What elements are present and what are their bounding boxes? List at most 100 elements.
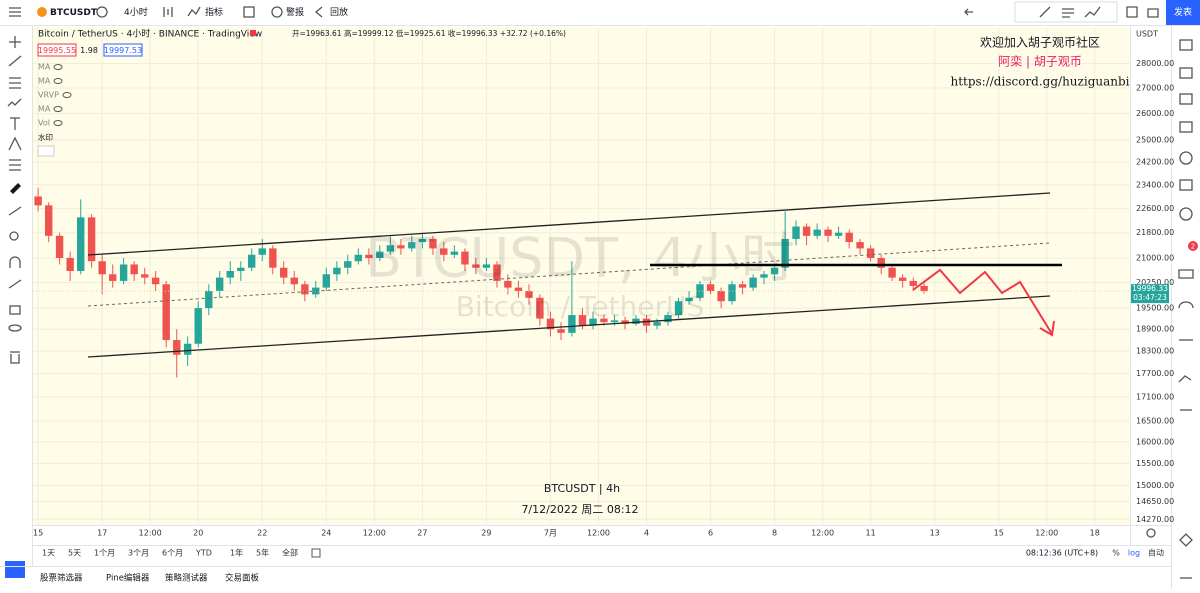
bid[interactable]: 19995.55 xyxy=(38,46,76,55)
watermark-name: Bitcoin / TetherUS xyxy=(456,290,705,323)
drawing-tools[interactable] xyxy=(7,36,22,364)
undo[interactable] xyxy=(964,8,973,16)
y-tick-label: 17100.00 xyxy=(1136,392,1174,401)
x-tick-label: 7月 xyxy=(544,529,557,538)
interval[interactable]: 4小时 xyxy=(124,6,148,18)
ask[interactable]: 19997.53 xyxy=(104,46,142,55)
y-tick-label: 14650.00 xyxy=(1136,497,1174,506)
caption: BTCUSDT | 4h xyxy=(544,482,620,495)
range-button[interactable]: 1年 xyxy=(230,548,243,558)
y-tick-label: 14270.00 xyxy=(1136,515,1174,524)
footer-tab[interactable]: 股票筛选器 xyxy=(40,573,83,584)
indicator-icon[interactable] xyxy=(187,6,201,17)
candle-body xyxy=(760,274,768,278)
range-button[interactable]: 全部 xyxy=(282,548,298,558)
candle-body xyxy=(770,267,779,275)
footer-tab[interactable]: Pine编辑器 xyxy=(106,573,150,584)
study-name: MA xyxy=(38,63,51,72)
candle-body xyxy=(802,226,811,236)
candle-body xyxy=(738,284,747,288)
brush-tool[interactable] xyxy=(10,183,21,194)
y-tick-label: 26000.00 xyxy=(1136,109,1174,118)
footer-logo[interactable] xyxy=(5,561,25,578)
x-tick-label: 20 xyxy=(193,529,203,538)
candles xyxy=(33,187,1130,378)
countdown: 03:47:23 xyxy=(1133,293,1167,302)
visibility-icon[interactable] xyxy=(53,106,63,112)
candle-body xyxy=(546,318,555,330)
settings-icon[interactable] xyxy=(1146,528,1156,538)
range-button[interactable]: 3个月 xyxy=(128,549,149,558)
bid-box[interactable] xyxy=(37,43,77,57)
candle-body xyxy=(834,232,843,236)
candle-body xyxy=(237,267,245,272)
range-button[interactable]: YTD xyxy=(195,549,212,558)
publish-button[interactable]: 发表 xyxy=(1174,6,1192,18)
y-tick-label: 18900.00 xyxy=(1136,325,1174,334)
symbol[interactable]: BTCUSDT xyxy=(50,8,98,18)
visibility-icon[interactable] xyxy=(53,64,63,70)
forecast-path xyxy=(912,268,1053,335)
candle-body xyxy=(77,217,85,272)
range-button[interactable]: 5天 xyxy=(68,549,81,558)
drawing-toolbar xyxy=(1014,1,1118,23)
scale-button[interactable]: 自动 xyxy=(1148,548,1164,558)
candle-body xyxy=(98,261,106,275)
y-tick-label: 28000.00 xyxy=(1136,59,1174,68)
candle-body xyxy=(578,315,587,326)
collapse-button[interactable] xyxy=(37,145,55,157)
chart-style[interactable] xyxy=(163,7,173,17)
y-tick-label: 21800.00 xyxy=(1136,228,1174,237)
badge-bg xyxy=(1188,241,1198,251)
candle-body xyxy=(386,245,395,252)
watermark-study: 水印 xyxy=(38,132,53,142)
range-button[interactable]: 1个月 xyxy=(94,549,115,558)
axes: 28000.00 27000.00 26000.00 25000.00 24200.00… xyxy=(33,59,1174,538)
publish-bg[interactable] xyxy=(1166,0,1200,25)
note: 阿栾 | 胡子观币 xyxy=(998,54,1082,69)
candle-body xyxy=(632,318,640,324)
scale-button[interactable]: % xyxy=(1112,549,1120,558)
candle-body xyxy=(141,274,149,278)
layout-icon[interactable] xyxy=(243,6,255,18)
range-button[interactable]: 1天 xyxy=(42,549,55,558)
x-tick-label: 12:00 xyxy=(363,529,386,538)
candle-body xyxy=(600,318,608,323)
candle-body xyxy=(493,264,501,281)
candle-body xyxy=(344,261,352,268)
replay-button[interactable]: 回放 xyxy=(330,6,348,18)
y-tick-label: 19500.00 xyxy=(1136,304,1174,313)
channel-top xyxy=(87,192,1051,256)
ask-box[interactable] xyxy=(103,43,143,57)
note: https://discord.gg/huziguanbi xyxy=(950,75,1129,89)
scale-button[interactable]: log xyxy=(1128,549,1140,558)
indicators-button[interactable]: 指标 xyxy=(205,6,223,18)
visibility-icon[interactable] xyxy=(53,120,63,126)
legend-ohlc: 开=19963.61 高=19999.12 低=19925.61 收=19996… xyxy=(292,28,566,38)
replay-icon[interactable] xyxy=(314,6,323,18)
visibility-icon[interactable] xyxy=(53,78,63,84)
candle-body xyxy=(717,290,725,302)
currency[interactable]: USDT xyxy=(1136,30,1158,39)
alert-icon[interactable] xyxy=(271,6,283,18)
candle-body xyxy=(792,226,800,239)
date-range-icon[interactable] xyxy=(311,548,321,558)
alerts-button[interactable]: 警报 xyxy=(286,6,304,18)
x-tick-label: 8 xyxy=(772,529,777,538)
candle-body xyxy=(418,238,427,243)
menu-icon[interactable] xyxy=(9,7,21,17)
add-symbol[interactable] xyxy=(96,6,108,18)
candle-body xyxy=(525,290,533,298)
grid xyxy=(33,27,1130,525)
y-tick-label: 27000.00 xyxy=(1136,84,1174,93)
channel-mid xyxy=(87,242,1051,307)
range-button[interactable]: 5年 xyxy=(256,548,269,558)
footer-tab[interactable]: 策略测试器 xyxy=(165,573,208,584)
visibility-icon[interactable] xyxy=(62,92,72,98)
candle-body xyxy=(514,287,523,291)
toolbar-icons[interactable] xyxy=(1039,6,1159,18)
sidebar-icons[interactable] xyxy=(1178,39,1194,579)
candle-body xyxy=(781,238,789,268)
range-button[interactable]: 6个月 xyxy=(162,549,183,558)
footer-tab[interactable]: 交易面板 xyxy=(225,573,260,584)
